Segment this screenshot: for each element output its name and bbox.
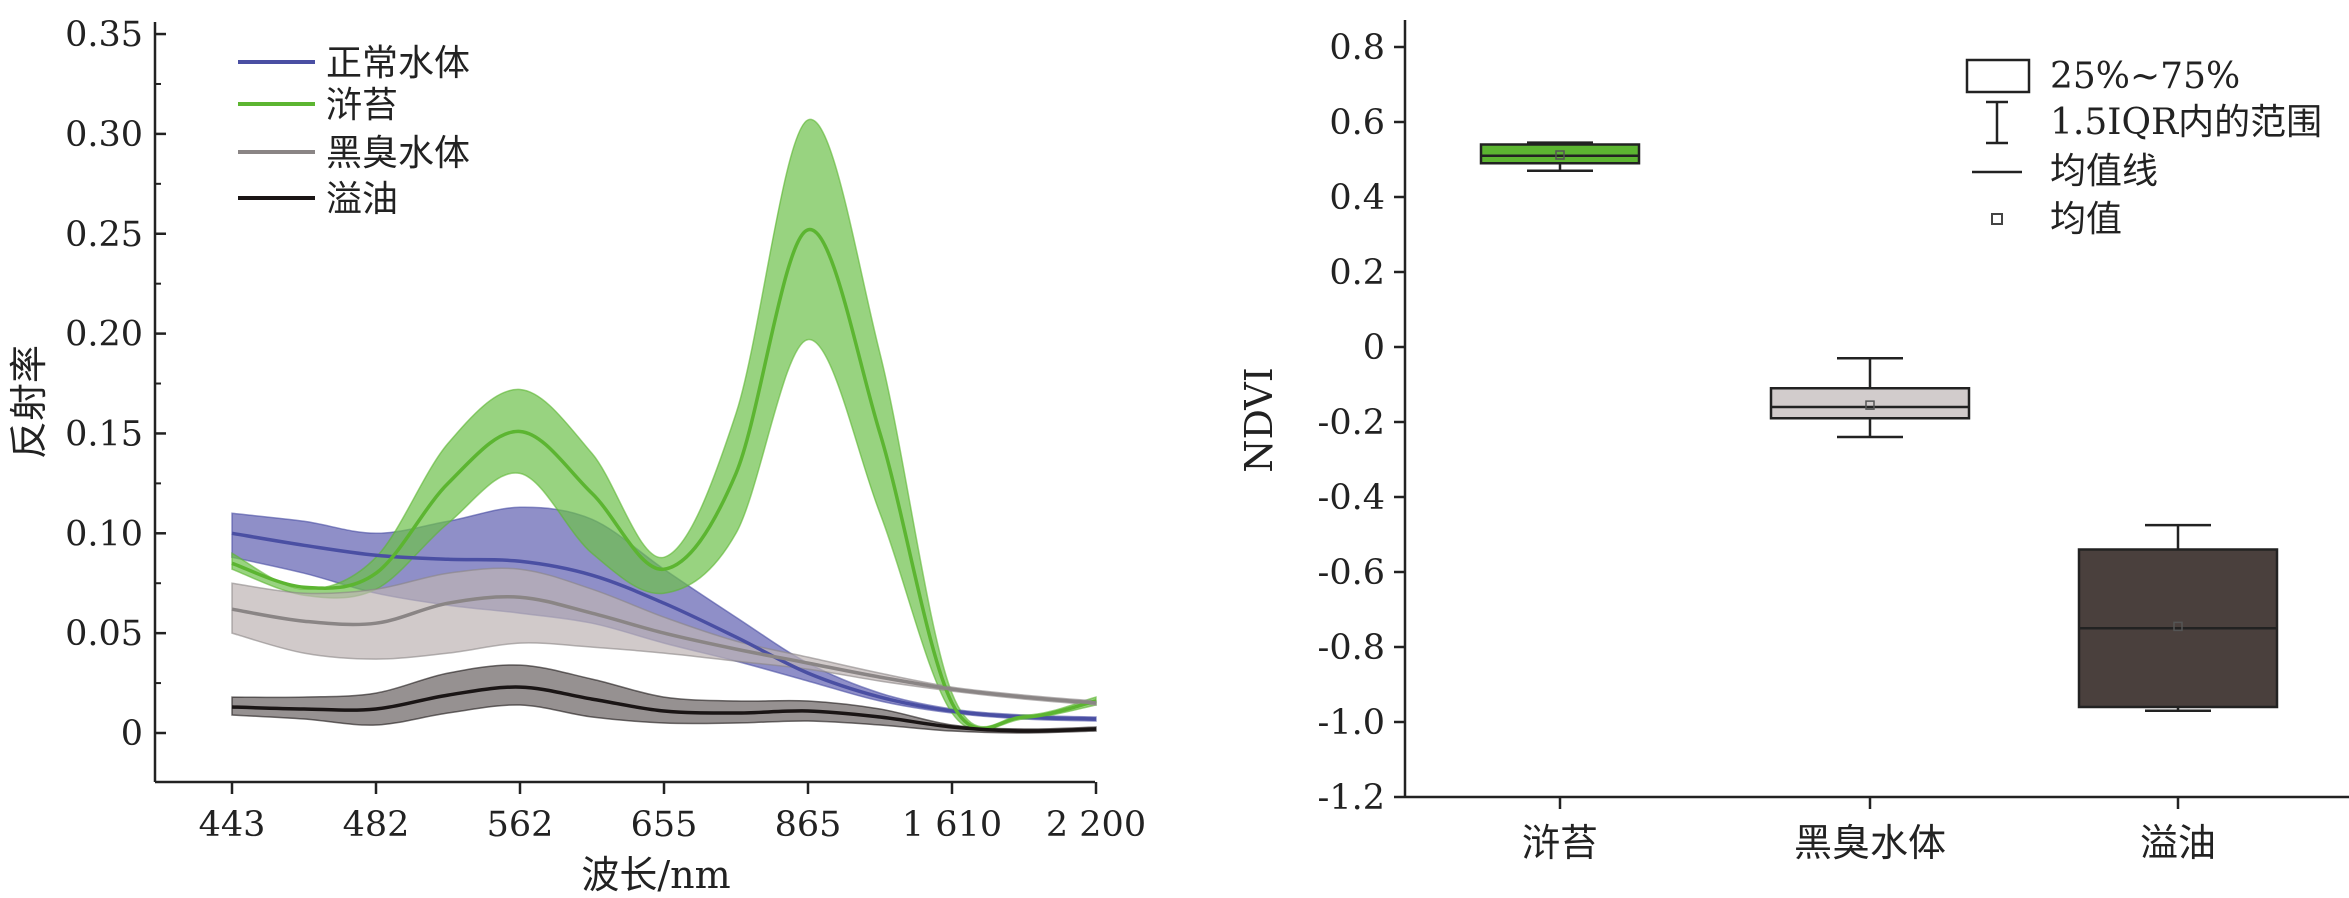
x-tick-label: 浒苔 [1522,821,1598,865]
x-tick-label: 溢油 [2140,821,2216,865]
y-ticks: 0 0.05 0.10 0.15 0.20 0.25 0.30 0.35 [65,15,166,754]
box-black-odorous-water [1769,387,1971,420]
y-tick-label: 0.10 [65,514,143,554]
x-ticks: 443 482 562 655 865 1 610 2 200 [199,782,1146,845]
legend-label-black-odorous-water: 黑臭水体 [326,133,470,174]
legend-box-label: 25%~75% [2050,56,2240,97]
line-normal-water [231,531,1097,721]
y-axis-title: 反射率 [7,345,51,459]
x-ticks: 浒苔 黑臭水体 溢油 [1522,797,2216,865]
legend-label-oil-spill: 溢油 [326,179,398,220]
x-tick-label: 2 200 [1046,805,1146,845]
y-axis-title: NDVI [1237,367,1281,473]
y-tick-label: 0.8 [1329,28,1385,68]
boxes [1479,141,2279,712]
y-tick-label: 0.35 [65,15,143,55]
legend: 25%~75% 1.5IQR内的范围 均值线 均值 [1965,56,2322,240]
reflectance-line-chart: 0 0.05 0.10 0.15 0.20 0.25 0.30 0.35 443 482 562 6… [7,15,1146,897]
x-tick-label: 865 [775,805,842,845]
legend-whisker-swatch [1986,100,2008,145]
x-tick-label: 黑臭水体 [1794,821,1946,865]
x-tick-label: 562 [487,805,554,845]
box-enteromorpha [1479,143,1641,165]
y-tick-label: 0.2 [1329,253,1385,293]
legend-box-swatch [1965,58,2031,94]
x-tick-label: 655 [631,805,698,845]
legend-median-label: 均值线 [2050,151,2158,192]
y-tick-label: -1.2 [1318,778,1386,818]
mean-marker-black-odorous-water [1865,400,1875,410]
x-tick-label: 482 [343,805,410,845]
mean-marker-enteromorpha [1555,150,1565,160]
ndvi-box-plot: 0.8 0.6 0.4 0.2 0 -0.2 -0.4 -0.6 -0.8 -1.0 -1.2 浒苔… [1237,20,2349,865]
legend-mean-label: 均值 [2050,199,2122,240]
y-tick-label: -0.4 [1318,478,1386,518]
x-tick-label: 443 [199,805,266,845]
x-tick-label: 1 610 [902,805,1002,845]
legend-label-enteromorpha: 浒苔 [326,85,398,126]
y-tick-label: 0.05 [65,614,143,654]
line-enteromorpha [231,228,1097,731]
line-black-odorous-water [231,595,1097,705]
legend: 正常水体 浒苔 黑臭水体 溢油 [238,43,470,220]
y-tick-label: 0 [121,714,143,754]
y-tick-label: -0.2 [1318,403,1386,443]
y-tick-label: 0.30 [65,115,143,155]
y-tick-label: 0 [1363,328,1385,368]
y-tick-label: 0.4 [1329,178,1385,218]
legend-whisker-label: 1.5IQR内的范围 [2050,102,2322,143]
legend-mean-swatch [1991,213,2003,225]
y-tick-label: 0.20 [65,315,143,355]
y-tick-label: -1.0 [1318,703,1386,743]
legend-label-normal-water: 正常水体 [326,43,470,84]
x-axis-title: 波长/nm [581,853,730,897]
line-oil-spill [231,685,1097,733]
mean-lines [231,228,1097,733]
y-tick-label: 0.15 [65,414,143,454]
y-tick-label: 0.25 [65,215,143,255]
y-tick-label: -0.8 [1318,628,1386,668]
y-tick-label: 0.6 [1329,103,1385,143]
y-ticks: 0.8 0.6 0.4 0.2 0 -0.2 -0.4 -0.6 -0.8 -1.0 -1.2 [1318,28,1405,818]
y-tick-label: -0.6 [1318,553,1386,593]
mean-marker-oil-spill [2173,621,2183,632]
